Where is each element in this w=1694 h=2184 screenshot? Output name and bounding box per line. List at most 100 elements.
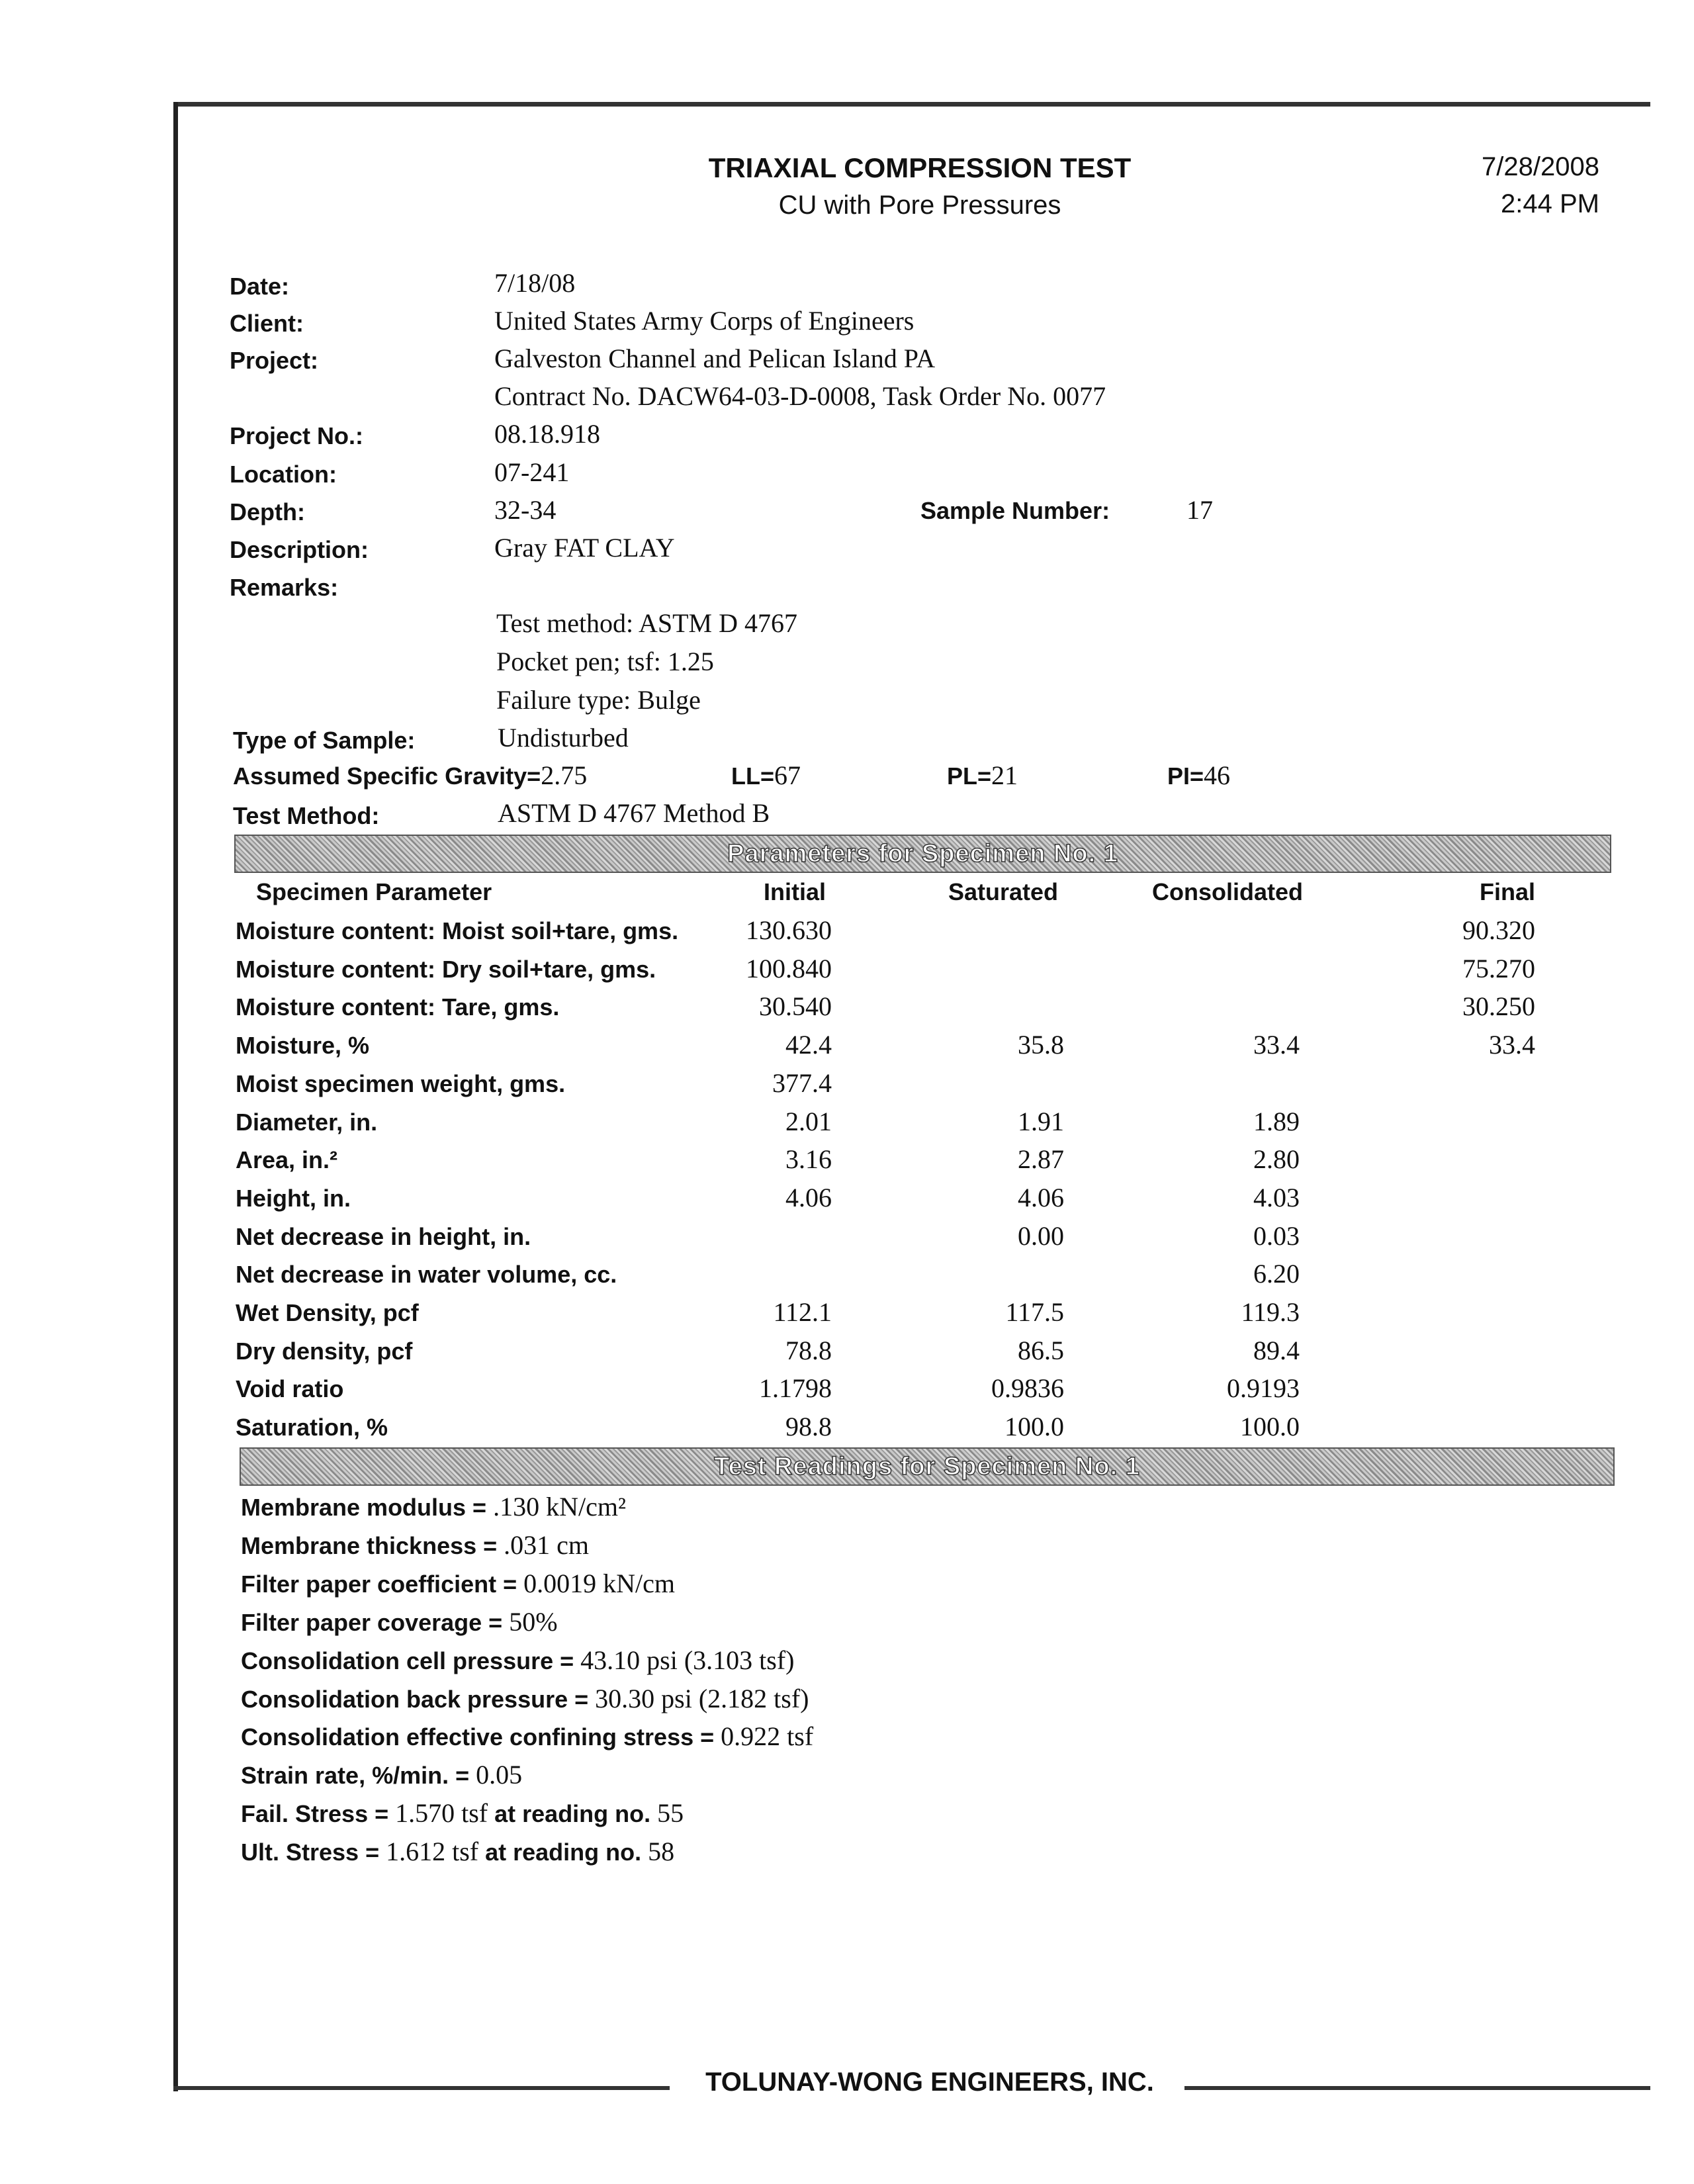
parameter-name: Net decrease in water volume, cc.: [236, 1261, 617, 1289]
reading-value: 1.570 tsf: [395, 1798, 488, 1829]
cell-consolidated: 4.03: [1253, 1182, 1300, 1212]
reading-item: Membrane modulus = .130 kN/cm²: [241, 1491, 626, 1522]
cell-consolidated: 119.3: [1241, 1297, 1300, 1327]
date-value: 7/18/08: [494, 268, 576, 298]
parameter-name: Diameter, in.: [236, 1108, 378, 1136]
ll-value: 67: [774, 760, 801, 790]
cell-consolidated: 100.0: [1240, 1412, 1300, 1442]
project-label: Project:: [230, 347, 319, 374]
report-subtitle: CU with Pore Pressures: [778, 191, 1061, 220]
footer-company: TOLUNAY-WONG ENGINEERS, INC.: [705, 2068, 1154, 2097]
liquid-limit: LL=67: [731, 760, 801, 791]
parameter-name: Moisture content: Moist soil+tare, gms.: [236, 917, 679, 944]
cell-initial: 78.8: [785, 1335, 832, 1365]
cell-saturated: 2.87: [1018, 1144, 1064, 1175]
date-label: Date:: [230, 273, 290, 300]
parameter-name: Area, in.²: [236, 1146, 338, 1174]
cell-initial: 30.540: [759, 991, 832, 1022]
cell-consolidated: 2.80: [1253, 1144, 1300, 1175]
parameters-band: Parameters for Specimen No. 1: [234, 835, 1611, 873]
reading-label: Ult. Stress =: [241, 1839, 386, 1866]
cell-initial: 130.630: [746, 915, 832, 945]
parameter-name: Moisture content: Dry soil+tare, gms.: [236, 955, 656, 983]
client-label: Client:: [230, 310, 304, 337]
cell-final: 90.320: [1462, 915, 1535, 945]
sample-number-value: 17: [1186, 495, 1213, 525]
depth-label: Depth:: [230, 498, 305, 525]
description-value: Gray FAT CLAY: [494, 533, 675, 563]
cell-final: 30.250: [1462, 991, 1535, 1022]
reading-item: Consolidation back pressure = 30.30 psi …: [241, 1683, 809, 1714]
frame-border-bottom: [173, 2086, 670, 2090]
cell-consolidated: 6.20: [1253, 1259, 1300, 1289]
remark-line: Pocket pen; tsf: 1.25: [496, 647, 714, 676]
reading-label: at reading no.: [478, 1839, 642, 1866]
readings-band: Test Readings for Specimen No. 1: [240, 1447, 1615, 1486]
print-date: 7/28/2008: [1482, 152, 1599, 181]
reading-value: 58: [641, 1837, 675, 1867]
reading-label: Strain rate, %/min. =: [241, 1762, 476, 1790]
parameter-name: Wet Density, pcf: [236, 1299, 419, 1326]
pi-value: 46: [1204, 760, 1231, 790]
parameter-name: Moist specimen weight, gms.: [236, 1069, 566, 1097]
description-label: Description:: [230, 536, 369, 563]
reading-label: Consolidation back pressure =: [241, 1685, 596, 1713]
column-header-consolidated: Consolidated: [1151, 878, 1303, 905]
cell-initial: 112.1: [773, 1297, 832, 1327]
reading-label: Membrane modulus =: [241, 1494, 494, 1521]
pi-label: PI=: [1167, 762, 1204, 790]
reading-label: Filter paper coverage =: [241, 1608, 510, 1636]
cell-saturated: 1.91: [1018, 1106, 1064, 1136]
ll-label: LL=: [731, 762, 775, 790]
reading-item: Ult. Stress = 1.612 tsf at reading no. 5…: [241, 1836, 674, 1867]
cell-consolidated: 33.4: [1253, 1030, 1300, 1060]
sample-type-label: Type of Sample:: [233, 727, 416, 754]
reading-item: Membrane thickness = .031 cm: [241, 1529, 589, 1561]
cell-consolidated: 89.4: [1253, 1335, 1300, 1365]
reading-value: 30.30 psi (2.182 tsf): [595, 1683, 809, 1713]
cell-saturated: 0.00: [1018, 1220, 1064, 1251]
cell-initial: 377.4: [772, 1068, 832, 1098]
reading-item: Strain rate, %/min. = 0.05: [241, 1759, 522, 1790]
remark-line: Failure type: Bulge: [496, 685, 701, 715]
parameter-name: Saturation, %: [236, 1414, 388, 1441]
reading-value: .130 kN/cm²: [493, 1492, 626, 1522]
project-value: Galveston Channel and Pelican Island PA: [494, 343, 936, 373]
cell-saturated: 0.9836: [991, 1373, 1064, 1404]
column-header-parameter: Specimen Parameter: [256, 878, 492, 905]
reading-item: Consolidation cell pressure = 43.10 psi …: [241, 1645, 794, 1676]
frame-border-top: [173, 102, 1650, 107]
frame-border-bottom: [1184, 2086, 1650, 2090]
specific-gravity-label: Assumed Specific Gravity=: [233, 762, 541, 790]
plastic-limit: PL=21: [947, 760, 1018, 791]
project-no-label: Project No.:: [230, 422, 364, 449]
cell-initial: 2.01: [785, 1106, 832, 1136]
specific-gravity: Assumed Specific Gravity=2.75: [233, 760, 587, 791]
reading-value: 0.05: [476, 1760, 523, 1790]
reading-label: Consolidation cell pressure =: [241, 1647, 581, 1674]
parameter-name: Dry density, pcf: [236, 1337, 413, 1365]
remarks-label: Remarks:: [230, 574, 339, 601]
cell-final: 33.4: [1489, 1030, 1535, 1060]
reading-value: 0.0019 kN/cm: [523, 1568, 675, 1598]
cell-consolidated: 0.03: [1253, 1220, 1300, 1251]
client-value: United States Army Corps of Engineers: [494, 306, 914, 336]
cell-saturated: 100.0: [1004, 1412, 1064, 1442]
cell-saturated: 117.5: [1005, 1297, 1064, 1327]
cell-initial: 1.1798: [759, 1373, 832, 1404]
reading-item: Fail. Stress = 1.570 tsf at reading no. …: [241, 1797, 684, 1829]
project-no-value: 08.18.918: [494, 419, 600, 449]
reading-label: at reading no.: [488, 1800, 651, 1828]
pl-label: PL=: [947, 762, 992, 790]
cell-consolidated: 1.89: [1253, 1106, 1300, 1136]
parameter-name: Void ratio: [236, 1375, 344, 1403]
cell-initial: 98.8: [785, 1412, 832, 1442]
cell-initial: 100.840: [746, 953, 832, 983]
reading-value: 43.10 psi (3.103 tsf): [580, 1645, 795, 1675]
column-header-final: Final: [1479, 878, 1535, 905]
reading-value: 50%: [509, 1606, 558, 1637]
frame-border-left: [173, 102, 178, 2091]
reading-item: Consolidation effective confining stress…: [241, 1721, 813, 1752]
cell-initial: 4.06: [785, 1182, 832, 1212]
cell-saturated: 86.5: [1018, 1335, 1064, 1365]
